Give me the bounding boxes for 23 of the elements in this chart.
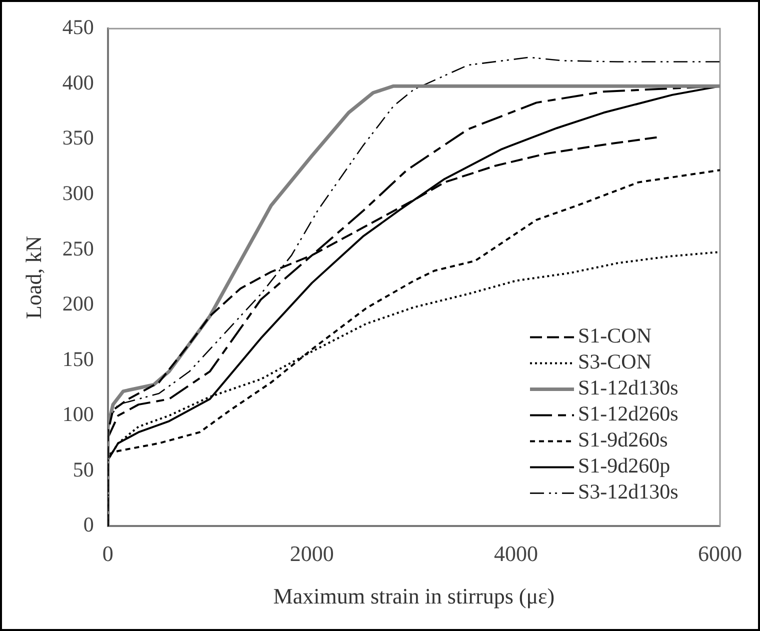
x-tick-label: 2000 (290, 541, 334, 566)
legend-label: S1-9d260s (578, 428, 668, 452)
legend-label: S3-12d130s (578, 480, 678, 504)
legend-label: S3-CON (578, 350, 652, 374)
x-tick-label: 6000 (698, 541, 742, 566)
y-tick-label: 100 (62, 402, 94, 426)
y-tick-label: 300 (62, 180, 94, 205)
x-axis-title: Maximum strain in stirrups (με) (273, 584, 555, 609)
y-tick-label: 150 (62, 346, 94, 371)
legend-label: S1-9d260p (578, 454, 670, 478)
legend-label: S1-12d130s (578, 376, 678, 400)
y-tick-label: 250 (62, 236, 94, 260)
x-tick-label: 0 (102, 541, 114, 566)
x-tick-label: 4000 (494, 541, 538, 566)
y-tick-label: 50 (72, 457, 94, 482)
y-tick-label: 450 (62, 15, 94, 40)
y-axis-title: Load, kN (20, 236, 46, 319)
y-tick-label: 200 (62, 292, 94, 316)
legend-label: S1-CON (578, 324, 652, 348)
y-tick-label: 350 (62, 126, 94, 150)
y-tick-label: 0 (83, 512, 94, 537)
y-tick-label: 400 (62, 70, 94, 94)
legend-label: S1-12d260s (578, 402, 678, 426)
